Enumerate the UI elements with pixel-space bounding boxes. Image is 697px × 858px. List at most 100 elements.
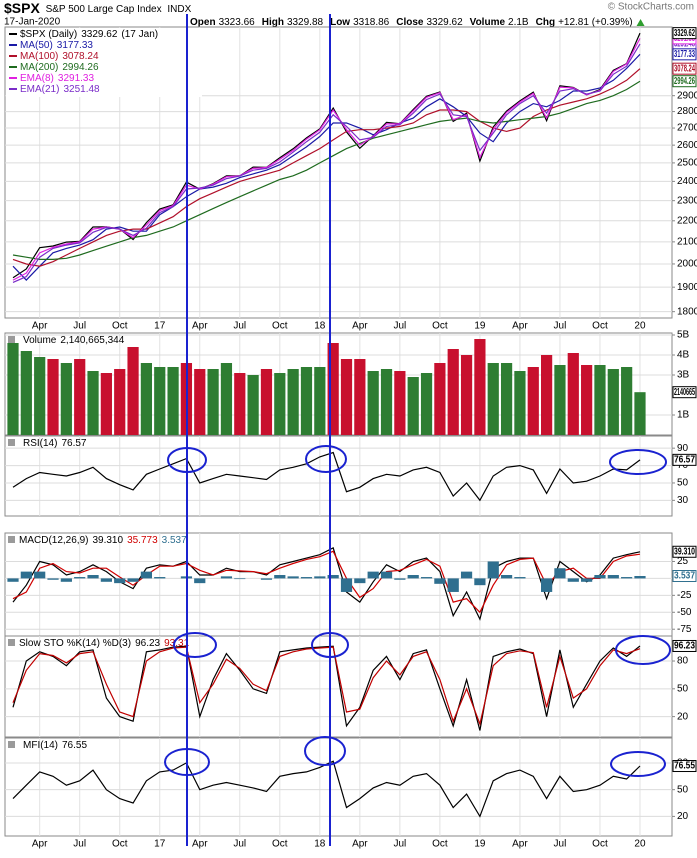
legend-value: 3251.48 xyxy=(63,84,100,95)
bar xyxy=(274,575,286,579)
quote-value: 3329.62 xyxy=(426,17,463,28)
bar xyxy=(327,575,339,579)
bar xyxy=(140,571,153,579)
bar xyxy=(100,578,112,582)
bar xyxy=(274,373,286,435)
legend-value: 3291.33 xyxy=(58,73,95,84)
y-tick-label: 2500 xyxy=(677,158,697,169)
legend-entry: Slow STO %K(14) %D(3) 96.23 93.31 xyxy=(19,638,190,649)
bar xyxy=(327,343,339,435)
y-tick-label: -75 xyxy=(677,624,692,635)
bar xyxy=(7,578,19,582)
x-tick-label: Oct xyxy=(592,321,608,332)
y-tick-label: 50 xyxy=(677,784,689,795)
y-tick-label: 25 xyxy=(677,556,689,567)
bar xyxy=(194,578,206,584)
x-tick-label: Jul xyxy=(73,321,86,332)
y-tick-label: 3B xyxy=(677,370,690,381)
legend-value: 3177.33 xyxy=(57,40,94,51)
series-line xyxy=(12,80,641,260)
bar xyxy=(60,363,72,435)
bar xyxy=(394,578,406,580)
value-box xyxy=(672,27,697,40)
legend-value: 2994.26 xyxy=(62,62,99,73)
value-box xyxy=(672,386,697,399)
y-tick-label: 2100 xyxy=(677,236,697,247)
bar xyxy=(407,377,419,435)
legend-entry: $SPX (Daily) 3329.62 (17 Jan) xyxy=(20,29,158,40)
bar xyxy=(567,578,579,582)
quote-value: 2.1B xyxy=(508,17,529,28)
bar xyxy=(287,369,299,435)
y-tick-label: 2000 xyxy=(677,259,697,270)
y-tick-label: 2900 xyxy=(677,90,697,101)
legend-label: MACD(12,26,9) xyxy=(19,535,88,546)
quote-value: 3323.66 xyxy=(219,17,256,28)
x-tick-label: Apr xyxy=(32,321,48,332)
y-tick-label: 1800 xyxy=(677,306,697,317)
value-box xyxy=(672,639,697,652)
bar xyxy=(367,571,379,579)
legend-icon xyxy=(8,741,15,748)
panel-frame xyxy=(4,737,673,837)
value-box xyxy=(672,545,697,558)
x-tick-label: Jul xyxy=(393,321,406,332)
y-tick-label: 2800 xyxy=(677,106,697,117)
bar xyxy=(167,367,179,435)
x-tick-label: Apr xyxy=(192,321,208,332)
bar xyxy=(487,363,499,435)
quote-line: Open 3323.66 High 3329.88 Low 3318.86 Close 332… xyxy=(190,17,633,28)
legend-name: MA(200) xyxy=(20,62,58,73)
series-line xyxy=(12,550,641,614)
y-tick-label: 1900 xyxy=(677,282,697,293)
x-tick-label: Jul xyxy=(554,321,567,332)
y-tick-label: 2700 xyxy=(677,123,697,134)
legend-entry: MA(100) 3078.24 xyxy=(20,51,99,62)
symbol: $SPX xyxy=(4,0,40,16)
quote-label: Close xyxy=(396,17,424,28)
y-tick-label: 50 xyxy=(677,478,689,489)
bar xyxy=(47,578,59,580)
value-box-label: 2140665 xyxy=(674,387,695,398)
bar xyxy=(34,357,46,435)
quote-label: Volume xyxy=(470,17,506,28)
bar xyxy=(554,568,566,579)
bar xyxy=(234,373,246,435)
bar xyxy=(621,367,633,435)
bar xyxy=(567,353,579,435)
bar xyxy=(340,359,353,435)
legend-icon xyxy=(8,336,15,343)
bar xyxy=(460,571,473,579)
panel: -75-50-25025MACD(12,26,9)39.31035.7733.5… xyxy=(4,532,697,637)
value-box xyxy=(672,760,697,773)
annotation-circle xyxy=(610,751,666,777)
bar xyxy=(621,577,633,579)
bar xyxy=(474,339,486,435)
quote-value: 3329.88 xyxy=(287,17,324,28)
bar xyxy=(87,575,99,579)
bar xyxy=(260,578,273,580)
annotation-circle xyxy=(311,632,349,658)
copyright: © StockCharts.com xyxy=(608,2,694,13)
legend-value: 93.31 xyxy=(164,638,189,649)
quote-label: Low xyxy=(330,17,350,28)
y-tick-label: 2400 xyxy=(677,176,697,187)
annotation-circle xyxy=(173,632,217,658)
legend-entry: RSI(14) 76.57 xyxy=(23,438,87,449)
bar xyxy=(407,575,419,579)
legend-entry: EMA(21) 3251.48 xyxy=(20,84,100,95)
legend-entry: EMA(8) 3291.33 xyxy=(20,73,94,84)
legend-name: MA(100) xyxy=(20,51,58,62)
y-tick-label: 20 xyxy=(677,811,689,822)
x-tick-label: Jul xyxy=(554,839,567,850)
legend-date: (17 Jan) xyxy=(121,29,158,40)
legend-name: MA(50) xyxy=(20,40,53,51)
legend-entry: MFI(14) 76.55 xyxy=(23,740,87,751)
value-box xyxy=(672,75,697,88)
value-box-label: 76.57 xyxy=(674,454,695,465)
bar xyxy=(154,577,166,579)
bar xyxy=(420,577,433,579)
x-tick-label: Oct xyxy=(592,839,608,850)
x-tick-label: 19 xyxy=(474,839,486,850)
